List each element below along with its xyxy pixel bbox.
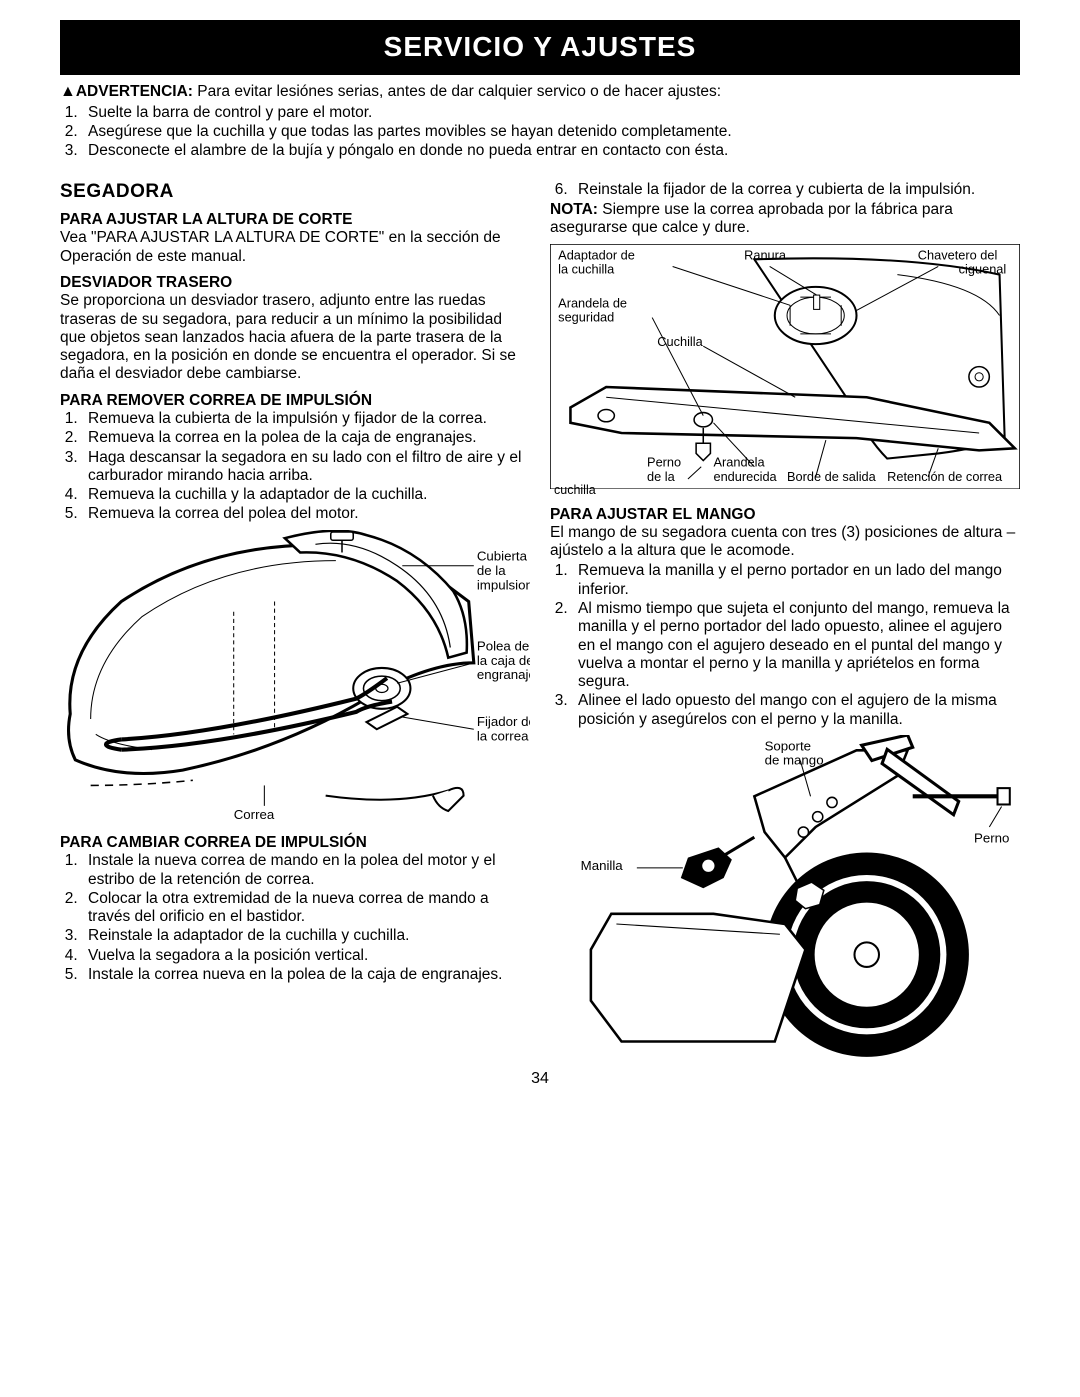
nota-text: Siempre use la correa aprobada por la fá… xyxy=(550,201,953,236)
fig-label: Perno xyxy=(647,454,681,469)
heading-segadora: SEGADORA xyxy=(60,181,530,203)
para-desviador: Se proporciona un desviador trasero, adj… xyxy=(60,292,530,383)
nota-label: NOTA: xyxy=(550,201,598,218)
fig-label: Polea de xyxy=(477,638,529,653)
fig-label: Cuchilla xyxy=(657,334,703,349)
list-item: Reinstale la fijador de la correa y cubi… xyxy=(572,181,1020,199)
fig-label: Soporte xyxy=(765,738,811,753)
list-item: Al mismo tiempo que sujeta el conjunto d… xyxy=(572,600,1020,691)
heading-cambiar: PARA CAMBIAR CORREA DE IMPULSIÓN xyxy=(60,834,530,852)
fig-label: de la xyxy=(647,469,676,484)
heading-mango: PARA AJUSTAR EL MANGO xyxy=(550,506,1020,524)
figure-drive-belt: Cubierta de la impulsion Polea de la caj… xyxy=(60,530,530,826)
warning-icon: ▲ xyxy=(60,83,76,100)
list-item: Desconecte el alambre de la bujía y póng… xyxy=(82,142,1020,160)
mango-list: Remueva la manilla y el perno portador e… xyxy=(550,562,1020,729)
fig-label: Cubierta xyxy=(477,548,528,563)
list-item: Vuelva la segadora a la posición vertica… xyxy=(82,947,530,965)
fig-label: Retención de correa xyxy=(887,469,1003,484)
list-item: Instale la correa nueva en la polea de l… xyxy=(82,966,530,984)
fig-label: Arandela de xyxy=(558,295,627,310)
fig-label: Perno xyxy=(974,830,1009,845)
fig-label: cuchilla xyxy=(554,483,596,497)
right-column: Reinstale la fijador de la correa y cubi… xyxy=(550,171,1020,1066)
fig-label: Fijador de xyxy=(477,714,530,729)
fig-label: engranajes xyxy=(477,667,530,682)
para-mango: El mango de su segadora cuenta con tres … xyxy=(550,524,1020,561)
fig-label: Adaptador de xyxy=(558,247,635,262)
list-item: Instale la nueva correa de mando en la p… xyxy=(82,852,530,889)
left-column: SEGADORA PARA AJUSTAR LA ALTURA DE CORTE… xyxy=(60,171,530,1066)
fig-label: Correa xyxy=(234,807,275,822)
cambiar-list: Instale la nueva correa de mando en la p… xyxy=(60,852,530,984)
title-bar: SERVICIO Y AJUSTES xyxy=(60,20,1020,75)
list-item: Haga descansar la segadora en su lado co… xyxy=(82,449,530,486)
warning-block: ▲ADVERTENCIA: Para evitar lesiónes seria… xyxy=(60,83,1020,161)
fig-label: Arandela xyxy=(713,454,765,469)
list-item: Suelte la barra de control y pare el mot… xyxy=(82,104,1020,122)
fig-label: la cuchilla xyxy=(558,261,615,276)
fig-label: la caja de xyxy=(477,653,530,668)
fig-label: Borde de salida xyxy=(787,469,877,484)
warning-list: Suelte la barra de control y pare el mot… xyxy=(60,104,1020,161)
warning-text: Para evitar lesiónes serias, antes de da… xyxy=(193,83,721,100)
warning-label: ADVERTENCIA: xyxy=(76,83,193,100)
fig-label: Manilla xyxy=(581,858,624,873)
list-item: Remueva la correa en la polea de la caja… xyxy=(82,429,530,447)
figure-handle: Soporte de mango Manilla Perno xyxy=(550,735,1020,1062)
figure-blade-adapter: Adaptador de la cuchilla Ranura Chaveter… xyxy=(550,244,1020,498)
list-item: Remueva la manilla y el perno portador e… xyxy=(572,562,1020,599)
list-item: Alinee el lado opuesto del mango con el … xyxy=(572,692,1020,729)
para-ajustar-altura: Vea "PARA AJUSTAR LA ALTURA DE CORTE" en… xyxy=(60,229,530,266)
fig-label: Chavetero del xyxy=(918,247,997,262)
fig-label: impulsion xyxy=(477,577,530,592)
fig-label: de mango xyxy=(765,753,824,768)
fig-label: endurecida xyxy=(713,469,777,484)
remover-list: Remueva la cubierta de la impulsión y fi… xyxy=(60,410,530,524)
heading-desviador: DESVIADOR TRASERO xyxy=(60,274,530,292)
heading-ajustar-altura: PARA AJUSTAR LA ALTURA DE CORTE xyxy=(60,211,530,229)
nota-line: NOTA: Siempre use la correa aprobada por… xyxy=(550,201,1020,238)
warning-intro: ▲ADVERTENCIA: Para evitar lesiónes seria… xyxy=(60,83,1020,102)
fig-label: Ranura xyxy=(744,247,787,262)
list-item: Remueva la correa del polea del motor. xyxy=(82,505,530,523)
fig-label: ciguenal xyxy=(959,261,1007,276)
page-number: 34 xyxy=(60,1070,1020,1089)
list-item: Asegúrese que la cuchilla y que todas la… xyxy=(82,123,1020,141)
fig-label: de la xyxy=(477,563,506,578)
heading-remover: PARA REMOVER CORREA DE IMPULSIÓN xyxy=(60,392,530,410)
fig-label: seguridad xyxy=(558,309,614,324)
fig-label: la correa xyxy=(477,728,529,743)
list-item: Remueva la cubierta de la impulsión y fi… xyxy=(82,410,530,428)
list-item: Colocar la otra extremidad de la nueva c… xyxy=(82,890,530,927)
list-item: Remueva la cuchilla y la adaptador de la… xyxy=(82,486,530,504)
cambiar-list-cont: Reinstale la fijador de la correa y cubi… xyxy=(550,181,1020,199)
list-item: Reinstale la adaptador de la cuchilla y … xyxy=(82,927,530,945)
